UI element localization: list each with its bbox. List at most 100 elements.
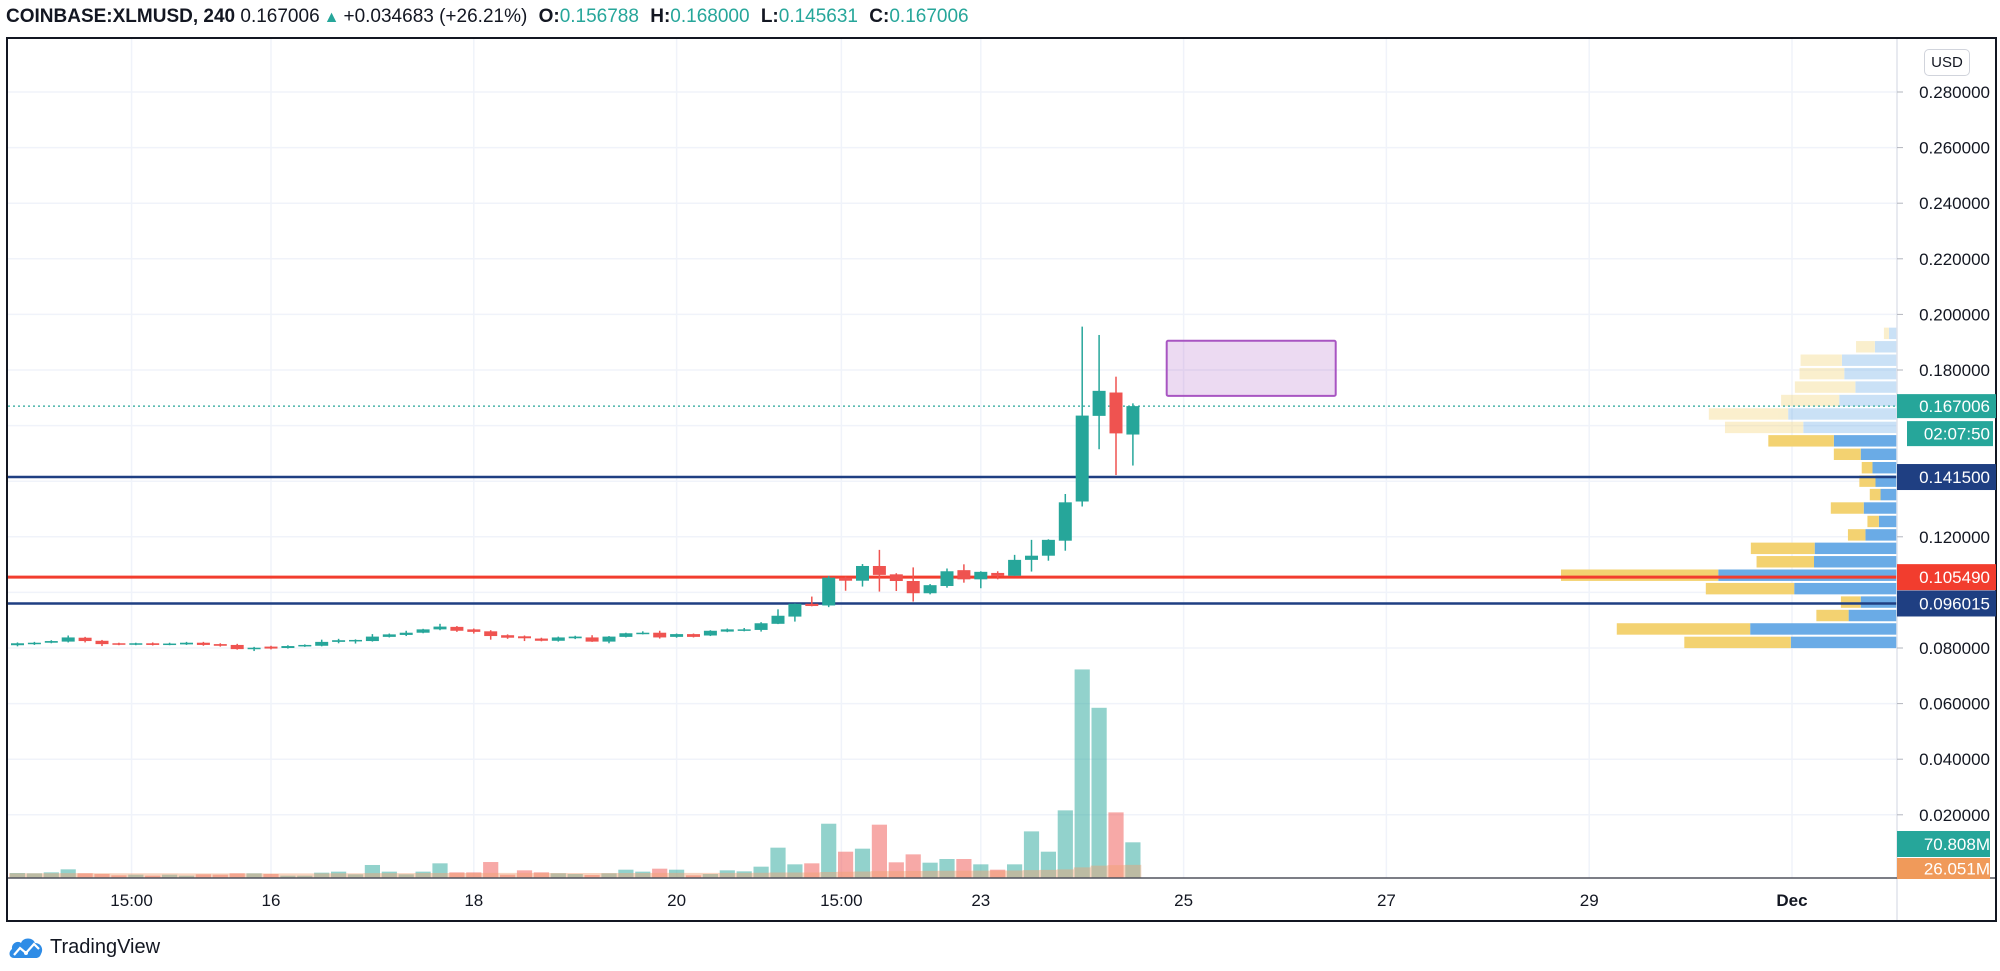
bar-countdown-label-text: 02:07:50 — [1924, 425, 1990, 444]
price-level-label: 0.096015 — [1897, 590, 1996, 617]
candle-body — [856, 565, 869, 581]
volume-bar — [1091, 707, 1107, 878]
candle-body — [687, 634, 700, 637]
tradingview-logo[interactable]: TradingView — [8, 934, 160, 960]
candle — [856, 564, 869, 587]
price-level-label-box — [1897, 464, 1996, 491]
candle — [1075, 326, 1089, 507]
candle — [1109, 376, 1123, 476]
volume-bar — [432, 863, 448, 878]
symbol-title[interactable]: COINBASE:XLMUSD, 240 — [6, 6, 236, 27]
candle-body — [501, 635, 515, 638]
candle — [332, 638, 346, 644]
volume-profile-up-bar — [1788, 408, 1897, 420]
chart-frame — [6, 37, 1997, 922]
volume-profile-down-bar — [1705, 582, 1795, 595]
candle — [703, 630, 717, 637]
candle-body — [1075, 415, 1089, 502]
candle-body — [349, 639, 362, 642]
price-level-label-text: 0.105490 — [1919, 568, 1990, 587]
candle — [889, 573, 903, 592]
volume-bars — [9, 669, 1141, 878]
candle — [1058, 493, 1072, 551]
volume-profile-row — [1867, 515, 1897, 528]
volume-bar — [398, 874, 414, 878]
volume-bar — [263, 874, 279, 878]
volume-bar — [1125, 842, 1141, 878]
candle-body — [1109, 392, 1123, 434]
candle — [433, 623, 447, 631]
volume-bar — [77, 873, 93, 878]
x-tick-label: 27 — [1377, 891, 1396, 910]
candle-body — [991, 572, 1005, 576]
open-value: 0.156788 — [559, 6, 639, 27]
volume-bar — [195, 874, 211, 878]
candle — [213, 643, 227, 647]
candle — [230, 643, 244, 650]
close-label: C: — [869, 6, 890, 27]
candle-body — [315, 641, 329, 646]
candle — [298, 644, 312, 647]
volume-bar — [500, 874, 516, 878]
candle-body — [484, 631, 498, 637]
volume-profile-up-bar — [1874, 341, 1897, 353]
candle-body — [940, 571, 954, 587]
price-level-label-box — [1897, 590, 1996, 617]
candle-body — [129, 643, 143, 645]
close-value: 0.167006 — [889, 6, 969, 27]
tradingview-cloud-icon — [9, 938, 43, 958]
currency-button[interactable]: USD — [1924, 49, 1970, 76]
candle — [399, 630, 413, 637]
candle — [467, 628, 481, 634]
volume-last-label-text: 70.808M — [1924, 835, 1990, 854]
y-tick-label: 0.080000 — [1919, 639, 1990, 658]
candle — [822, 575, 836, 608]
candle-body — [602, 636, 616, 642]
volume-bar — [43, 872, 59, 878]
volume-profile-row — [1847, 529, 1897, 541]
candle-body — [1092, 390, 1106, 416]
volume-bar — [128, 874, 144, 878]
candle-body — [281, 646, 295, 648]
candle-body — [27, 642, 41, 645]
candle — [636, 631, 650, 635]
candle — [551, 636, 565, 642]
candle-body — [298, 644, 312, 647]
candle-body — [619, 633, 633, 637]
high-value: 0.168000 — [670, 6, 750, 27]
candle — [906, 567, 920, 602]
volume-profile-row — [1840, 596, 1897, 608]
volume-bar — [178, 875, 195, 878]
volume-bar — [145, 875, 161, 878]
volume-bar — [415, 871, 431, 878]
volume-profile-down-bar — [1794, 381, 1856, 393]
volume-profile-down-bar — [1847, 529, 1866, 541]
y-tick-label: 0.020000 — [1919, 806, 1990, 825]
y-tick-label: 0.060000 — [1919, 695, 1990, 714]
candle — [315, 639, 329, 647]
volume-profile-down-bar — [1816, 609, 1849, 622]
x-tick-label: 23 — [971, 891, 990, 910]
volume-last-label: 70.808M — [1897, 831, 1990, 857]
candle — [180, 641, 193, 645]
candle-body — [163, 643, 177, 646]
candle — [146, 642, 160, 646]
candle — [365, 634, 379, 642]
candle — [95, 639, 109, 647]
candle-body — [196, 642, 210, 645]
low-label: L: — [760, 6, 779, 27]
candle-body — [433, 626, 447, 630]
bar-countdown-label-box — [1907, 421, 1993, 447]
volume-bar — [635, 871, 651, 878]
x-tick-label: Dec — [1776, 891, 1807, 910]
volume-profile-row — [1781, 394, 1897, 407]
price-level-label-box — [1897, 564, 1996, 591]
last-price-label: 0.167006 — [1897, 394, 1996, 419]
candle-body — [1008, 559, 1022, 576]
volume-profile-down-bar — [1781, 394, 1840, 407]
x-tick-label: 20 — [667, 891, 686, 910]
volume-profile-row — [1561, 569, 1897, 581]
candle-body — [957, 570, 971, 580]
volume-bar — [1108, 812, 1124, 878]
